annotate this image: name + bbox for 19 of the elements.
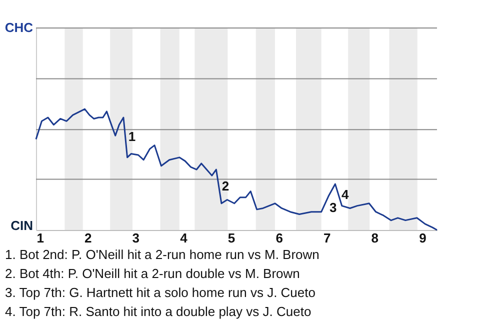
x-tick-label: 3: [132, 230, 140, 246]
x-tick-label: 5: [228, 230, 236, 246]
x-tick-label: 2: [84, 230, 92, 246]
x-tick-label: 6: [276, 230, 283, 246]
annotation: 4: [342, 186, 350, 202]
text: 2. Bot 4th: P. O'Neill hit a 2-run double vs M. Brown: [5, 266, 300, 281]
x-tick-label: 9: [419, 230, 426, 246]
x-tick-label: 1: [36, 230, 44, 246]
x-tick-label: 4: [180, 230, 188, 246]
text: 3. Top 7th: G. Hartnett hit a solo home run vs J. Cueto: [5, 285, 316, 300]
x-tick-label: 8: [371, 230, 379, 246]
text: CIN: [10, 218, 33, 233]
text: CHC: [4, 20, 34, 35]
x-tick-label: 7: [323, 230, 331, 246]
annotation: 2: [222, 178, 230, 194]
text: 4. Top 7th: R. Santo hit into a double play vs J. Cueto: [5, 304, 312, 319]
text: 1. Bot 2nd: P. O'Neill hit a 2-run home run vs M. Brown: [5, 247, 320, 262]
annotation: 3: [330, 200, 337, 216]
annotation: 1: [128, 128, 136, 144]
